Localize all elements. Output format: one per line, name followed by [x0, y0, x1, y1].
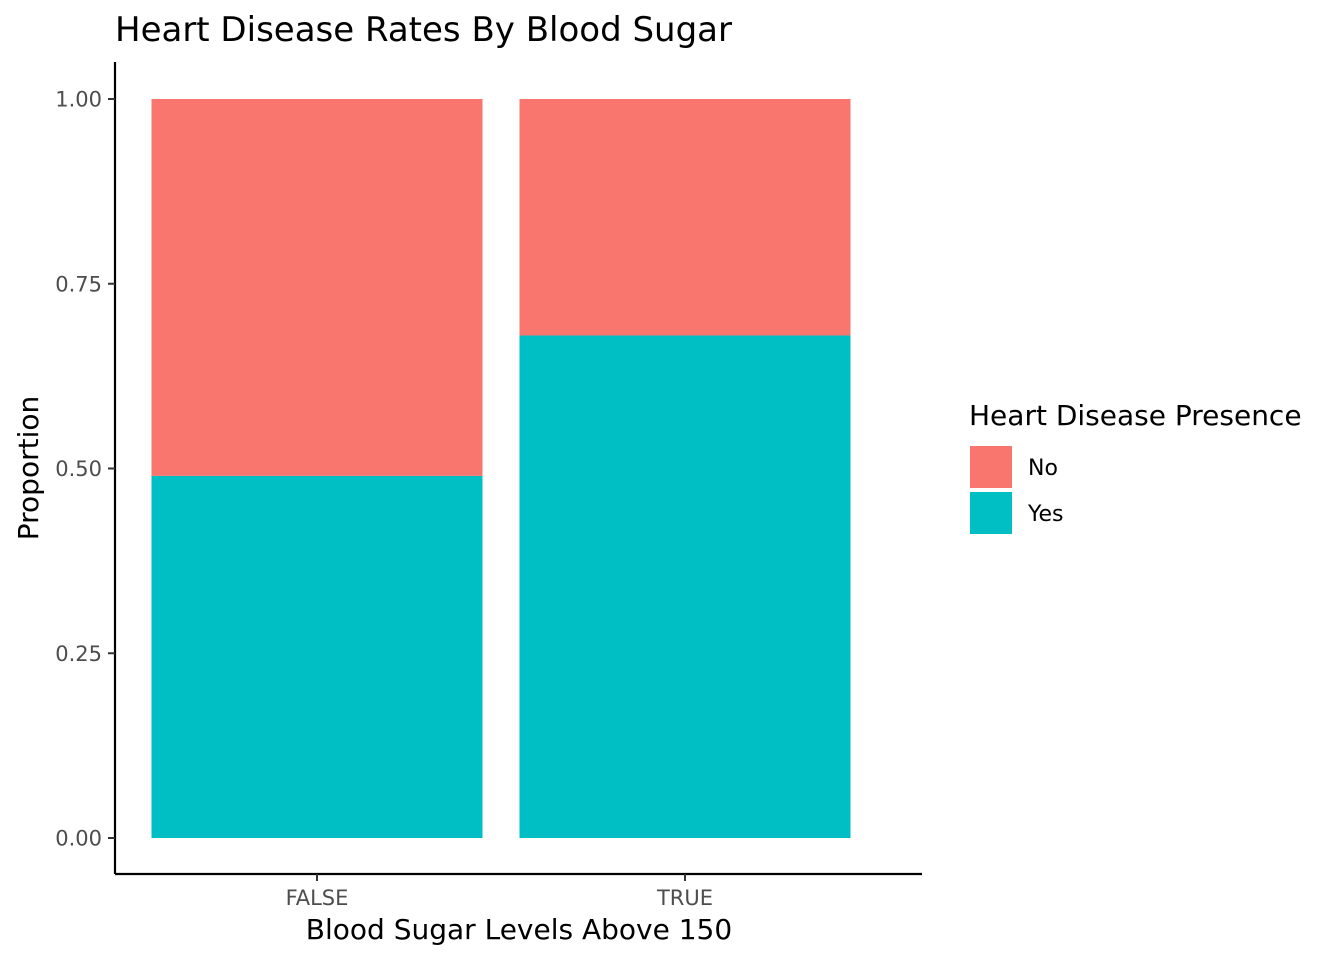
y-tick-label: 0.50 — [55, 457, 102, 481]
y-tick-label: 0.25 — [55, 642, 102, 666]
x-tick-label-true: TRUE — [656, 886, 713, 910]
y-axis-ticks: 0.00 0.25 0.50 0.75 1.00 — [55, 88, 115, 851]
y-tick-label: 0.00 — [55, 827, 102, 851]
y-tick-label: 1.00 — [55, 88, 102, 112]
x-axis-ticks: FALSE TRUE — [286, 874, 713, 910]
legend-label-no: No — [1028, 456, 1058, 481]
x-axis-title: Blood Sugar Levels Above 150 — [306, 913, 732, 946]
y-axis-title: Proportion — [12, 396, 45, 540]
bars — [151, 99, 851, 838]
bar-false-yes — [151, 475, 483, 838]
x-tick-label-false: FALSE — [286, 886, 349, 910]
legend-label-yes: Yes — [1027, 502, 1064, 527]
bar-false-no — [151, 99, 483, 476]
bar-true-yes — [519, 335, 851, 838]
legend-key-no — [970, 446, 1012, 488]
chart-title: Heart Disease Rates By Blood Sugar — [115, 10, 732, 50]
legend-title: Heart Disease Presence — [969, 399, 1302, 432]
legend: Heart Disease Presence No Yes — [969, 399, 1302, 534]
plot-area: 0.00 0.25 0.50 0.75 1.00 FALSE TRUE — [55, 62, 922, 910]
legend-items: No Yes — [970, 446, 1064, 534]
y-tick-label: 0.75 — [55, 272, 102, 296]
bar-true-no — [519, 99, 851, 336]
legend-key-yes — [970, 492, 1012, 534]
